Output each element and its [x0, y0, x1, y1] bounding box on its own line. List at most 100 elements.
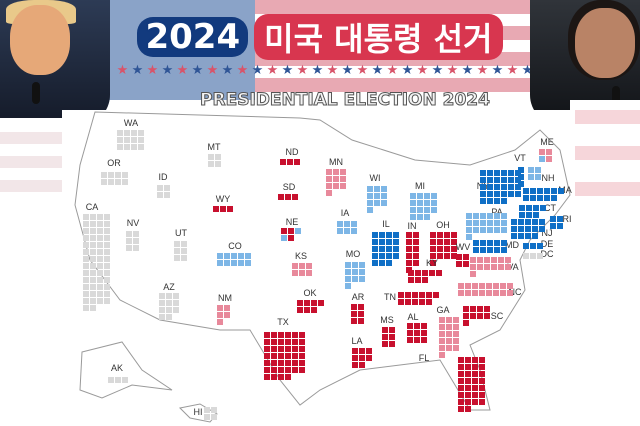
- electoral-vote-tile: [558, 188, 564, 194]
- electoral-vote-tile: [83, 235, 89, 241]
- electoral-vote-tile: [372, 260, 378, 266]
- electoral-vote-tile: [479, 378, 485, 384]
- state-label: LA: [351, 336, 363, 346]
- electoral-vote-tile: [224, 260, 230, 266]
- star-icon: ★: [311, 63, 324, 78]
- title-year: 2024: [137, 17, 249, 57]
- electoral-vote-tile: [97, 263, 103, 269]
- electoral-vote-tile: [104, 214, 110, 220]
- electoral-vote-tile: [473, 247, 479, 253]
- electoral-vote-tile: [97, 284, 103, 290]
- electoral-vote-tile: [472, 364, 478, 370]
- electoral-vote-tile: [304, 307, 310, 313]
- electoral-vote-tile: [97, 214, 103, 220]
- star-icon: ★: [506, 63, 519, 78]
- electoral-vote-tile: [494, 170, 500, 176]
- electoral-vote-tile: [444, 239, 450, 245]
- electoral-vote-tile: [166, 307, 172, 313]
- electoral-vote-tile: [208, 154, 214, 160]
- electoral-vote-tile: [465, 283, 471, 289]
- electoral-vote-tile: [204, 407, 210, 413]
- electoral-vote-tile: [417, 207, 423, 213]
- electoral-vote-tile: [479, 385, 485, 391]
- electoral-vote-tile: [379, 246, 385, 252]
- electoral-vote-tile: [359, 348, 365, 354]
- electoral-vote-tile: [126, 231, 132, 237]
- star-icon: ★: [371, 63, 384, 78]
- electoral-vote-tile: [458, 371, 464, 377]
- electoral-vote-tile: [493, 283, 499, 289]
- electoral-vote-tile: [439, 324, 445, 330]
- electoral-vote-tile: [463, 320, 469, 326]
- electoral-vote-tile: [173, 300, 179, 306]
- electoral-vote-tile: [133, 238, 139, 244]
- electoral-vote-tile: [525, 219, 531, 225]
- electoral-vote-tile: [359, 262, 365, 268]
- electoral-vote-tile: [470, 257, 476, 263]
- electoral-vote-tile: [413, 260, 419, 266]
- electoral-vote-tile: [505, 257, 511, 263]
- electoral-vote-tile: [124, 137, 130, 143]
- electoral-vote-tile: [431, 207, 437, 213]
- state-label: CO: [228, 241, 242, 251]
- electoral-vote-tile: [406, 246, 412, 252]
- electoral-vote-tile: [430, 253, 436, 259]
- electoral-vote-tile: [472, 378, 478, 384]
- electoral-vote-tile: [518, 181, 524, 187]
- electoral-vote-tile: [413, 246, 419, 252]
- electoral-vote-tile: [398, 299, 404, 305]
- electoral-vote-tile: [493, 290, 499, 296]
- star-icon: ★: [491, 63, 504, 78]
- electoral-vote-tile: [217, 305, 223, 311]
- electoral-vote-tile: [491, 264, 497, 270]
- electoral-vote-tile: [523, 188, 529, 194]
- electoral-vote-tile: [539, 219, 545, 225]
- electoral-vote-tile: [479, 399, 485, 405]
- electoral-vote-tile: [90, 249, 96, 255]
- electoral-vote-tile: [238, 260, 244, 266]
- electoral-vote-tile: [217, 253, 223, 259]
- electoral-vote-tile: [271, 346, 277, 352]
- electoral-vote-tile: [299, 332, 305, 338]
- electoral-vote-tile: [453, 324, 459, 330]
- electoral-vote-tile: [451, 253, 457, 259]
- electoral-vote-tile: [528, 167, 534, 173]
- electoral-vote-tile: [501, 191, 507, 197]
- electoral-vote-tile: [546, 156, 552, 162]
- electoral-vote-tile: [83, 305, 89, 311]
- electoral-vote-tile: [278, 353, 284, 359]
- electoral-vote-tile: [494, 240, 500, 246]
- electoral-vote-tile: [271, 339, 277, 345]
- electoral-vote-tile: [501, 247, 507, 253]
- electoral-vote-tile: [97, 221, 103, 227]
- electoral-vote-tile: [97, 298, 103, 304]
- electoral-vote-tile: [224, 305, 230, 311]
- electoral-vote-tile: [292, 332, 298, 338]
- electoral-vote-tile: [138, 144, 144, 150]
- electoral-vote-tile: [345, 269, 351, 275]
- electoral-vote-tile: [311, 307, 317, 313]
- electoral-vote-tile: [422, 270, 428, 276]
- electoral-vote-tile: [297, 307, 303, 313]
- electoral-vote-tile: [104, 228, 110, 234]
- electoral-vote-tile: [352, 355, 358, 361]
- electoral-vote-tile: [456, 261, 462, 267]
- electoral-vote-tile: [466, 234, 472, 240]
- state-label: NV: [126, 218, 140, 228]
- electoral-vote-tile: [344, 221, 350, 227]
- electoral-vote-tile: [453, 331, 459, 337]
- electoral-vote-tile: [211, 407, 217, 413]
- state-label: AK: [110, 363, 124, 373]
- electoral-vote-tile: [115, 172, 121, 178]
- electoral-vote-tile: [366, 355, 372, 361]
- electoral-vote-tile: [104, 277, 110, 283]
- electoral-vote-tile: [518, 233, 524, 239]
- electoral-vote-tile: [487, 184, 493, 190]
- electoral-vote-tile: [264, 346, 270, 352]
- electoral-vote-tile: [131, 144, 137, 150]
- electoral-vote-tile: [479, 290, 485, 296]
- electoral-vote-tile: [372, 232, 378, 238]
- electoral-vote-tile: [367, 186, 373, 192]
- star-icon: ★: [281, 63, 294, 78]
- state-label: ND: [285, 147, 299, 157]
